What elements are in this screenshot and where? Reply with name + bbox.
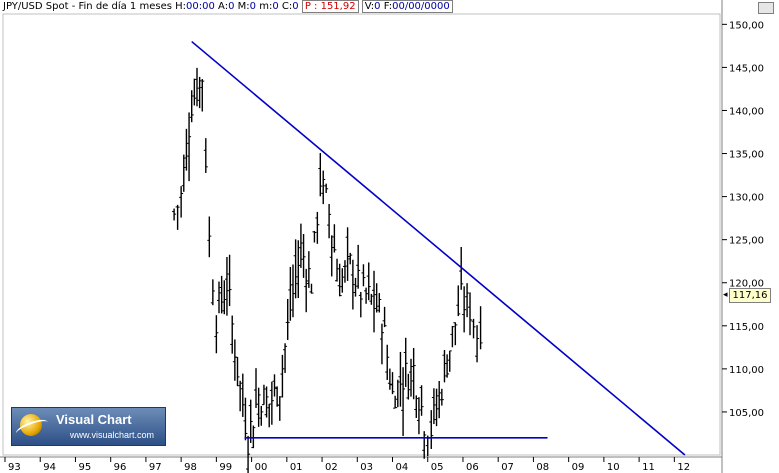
current-price-arrow-icon: ◂ <box>723 290 728 300</box>
time-axis-label: 04 <box>396 462 409 473</box>
price-axis-label: 150,00 <box>729 20 764 31</box>
header-separator: - <box>68 1 79 12</box>
m-label: M: <box>237 1 250 12</box>
interval-label: Fin de día 1 meses <box>78 1 172 12</box>
chart-header: JPY/USD Spot - Fin de día 1 meses H:00:0… <box>0 0 453 14</box>
time-axis-label: 08 <box>536 462 549 473</box>
time-axis-label: 11 <box>642 462 655 473</box>
a-label: A: <box>218 1 229 12</box>
time-axis-label: 94 <box>43 462 56 473</box>
time-axis-label: 97 <box>149 462 162 473</box>
time-axis-label: 10 <box>607 462 620 473</box>
volume-box: V:0 F:00/00/0000 <box>361 0 453 13</box>
p-label: P : <box>304 1 318 12</box>
time-axis-label: 99 <box>219 462 232 473</box>
price-axis-label: 130,00 <box>729 193 764 204</box>
m-value: 0 <box>249 1 257 12</box>
price-axis-label: 125,00 <box>729 236 764 247</box>
price-axis-label: 120,00 <box>729 279 764 290</box>
trendline-resistance <box>191 40 686 456</box>
c-label: C: <box>281 1 293 12</box>
symbol-label: JPY/USD Spot <box>3 1 69 12</box>
price-axis-label: 105,00 <box>729 408 764 419</box>
time-axis-label: 95 <box>78 462 91 473</box>
time-axis-label: 12 <box>677 462 690 473</box>
f-value: 00/00/0000 <box>392 1 450 12</box>
visual-chart-logo: Visual Chart www.visualchart.com <box>11 407 166 446</box>
min-label: m: <box>259 1 273 12</box>
time-axis-label: 93 <box>8 462 21 473</box>
h-value: 00:00 <box>186 1 215 12</box>
logo-title: Visual Chart <box>56 412 132 427</box>
time-axis-label: 96 <box>114 462 127 473</box>
price-axis-label: 140,00 <box>729 106 764 117</box>
time-axis-label: 03 <box>360 462 373 473</box>
price-axis-label: 110,00 <box>729 365 764 376</box>
price-axis-label: 135,00 <box>729 150 764 161</box>
globe-icon <box>20 414 42 436</box>
time-axis-label: 00 <box>255 462 268 473</box>
a-value: 0 <box>228 1 235 12</box>
price-axis-label: 145,00 <box>729 63 764 74</box>
price-axis-label: 115,00 <box>729 322 764 333</box>
f-label: F: <box>383 1 393 12</box>
current-price-tag: 117,16 <box>729 288 771 303</box>
c-value: 0 <box>292 1 299 12</box>
p-value: 151,92 <box>320 1 356 12</box>
time-axis-label: 06 <box>466 462 479 473</box>
time-axis-label: 01 <box>290 462 303 473</box>
time-axis-label: 09 <box>572 462 585 473</box>
v-value: 0 <box>374 1 381 12</box>
logo-url: www.visualchart.com <box>70 430 155 440</box>
min-value: 0 <box>272 1 279 12</box>
price-box: P : 151,92 <box>301 0 359 13</box>
time-axis-label: 05 <box>431 462 444 473</box>
axis-scroll-button[interactable] <box>758 2 774 14</box>
h-label: H: <box>175 1 187 12</box>
time-axis-label: 98 <box>184 462 197 473</box>
plot-frame <box>2 13 721 456</box>
time-axis-label: 02 <box>325 462 338 473</box>
v-label: V: <box>364 1 375 12</box>
time-axis-label: 07 <box>501 462 514 473</box>
